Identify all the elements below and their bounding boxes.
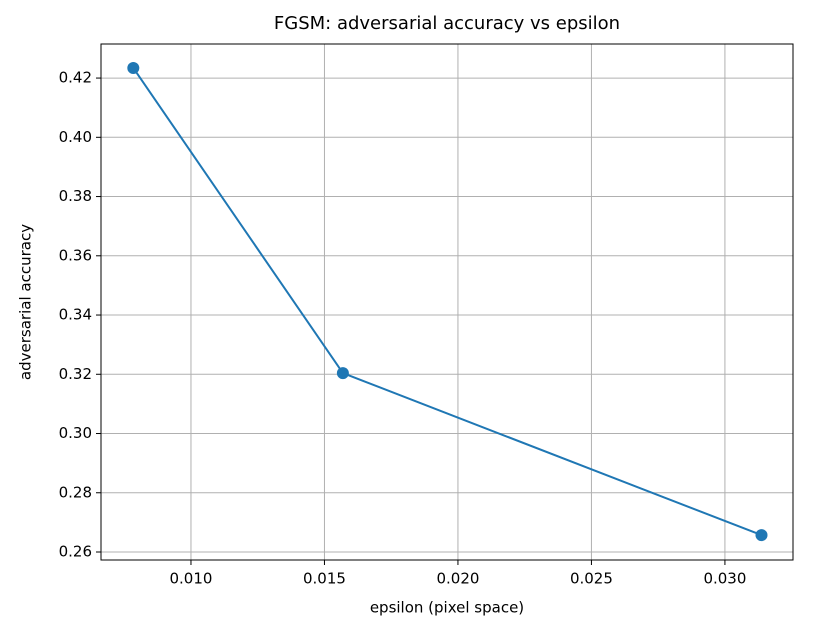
marker xyxy=(336,367,349,380)
y-axis-label: adversarial accuracy xyxy=(17,224,35,380)
marker xyxy=(127,61,140,74)
plot-frame xyxy=(100,43,794,561)
y-tick-label: 0.28 xyxy=(59,483,92,501)
y-tick-label: 0.30 xyxy=(59,424,92,442)
x-axis-label: epsilon (pixel space) xyxy=(370,599,524,617)
y-tick-label: 0.26 xyxy=(59,543,92,561)
marker xyxy=(755,529,768,542)
y-tick-label: 0.34 xyxy=(59,306,92,324)
line xyxy=(132,67,762,537)
x-tick-label: 0.015 xyxy=(303,570,346,588)
y-tick-label: 0.38 xyxy=(59,187,92,205)
chart-title: FGSM: adversarial accuracy vs epsilon xyxy=(274,13,620,34)
y-tick-label: 0.40 xyxy=(59,128,92,146)
y-tick-label: 0.36 xyxy=(59,246,92,264)
y-tick-label: 0.42 xyxy=(59,69,92,87)
x-tick-label: 0.025 xyxy=(570,570,613,588)
x-tick-label: 0.010 xyxy=(169,570,212,588)
x-tick-label: 0.020 xyxy=(436,570,479,588)
y-tick-label: 0.32 xyxy=(59,365,92,383)
x-tick-label: 0.030 xyxy=(703,570,746,588)
